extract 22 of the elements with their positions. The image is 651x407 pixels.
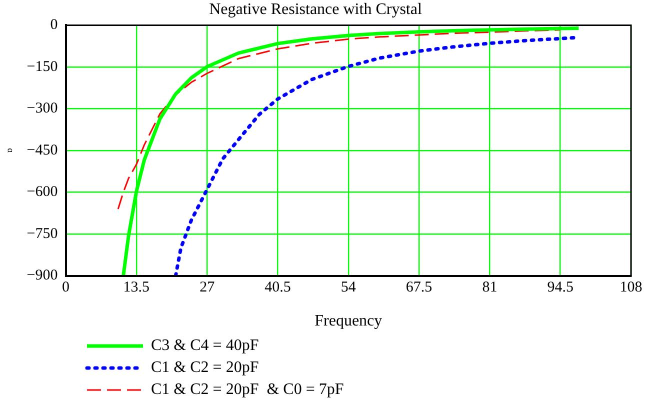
x-tick-label: 108	[620, 280, 642, 296]
x-tick-label: 27	[200, 280, 216, 296]
x-tick-label: 40.5	[264, 280, 291, 296]
legend-label: C1 & C2 = 20pF	[151, 359, 259, 377]
y-tick-label: −300	[26, 100, 58, 117]
y-tick-label: −600	[26, 184, 58, 200]
y-tick-label: 0	[50, 17, 58, 34]
y-tick-label: −750	[26, 226, 58, 242]
y-axis-title: ɒ	[4, 148, 14, 153]
x-axis-title: Frequency	[314, 312, 382, 330]
x-tick-label: 94.5	[547, 280, 574, 296]
x-tick-label: 13.5	[123, 280, 150, 296]
chart-title: Negative Resistance with Crystal	[209, 0, 422, 18]
y-tick-label: −450	[26, 142, 58, 158]
x-tick-label: 0	[62, 280, 70, 296]
legend-label: C3 & C4 = 40pF	[151, 337, 259, 355]
y-tick-label: −150	[26, 58, 58, 75]
x-tick-label: 67.5	[406, 280, 432, 296]
legend-label: C1 & C2 = 20pF & C0 = 7pF	[151, 381, 344, 399]
y-tick-label: −900	[26, 268, 58, 284]
x-tick-label: 81	[482, 280, 498, 296]
x-tick-label: 54	[340, 280, 356, 296]
